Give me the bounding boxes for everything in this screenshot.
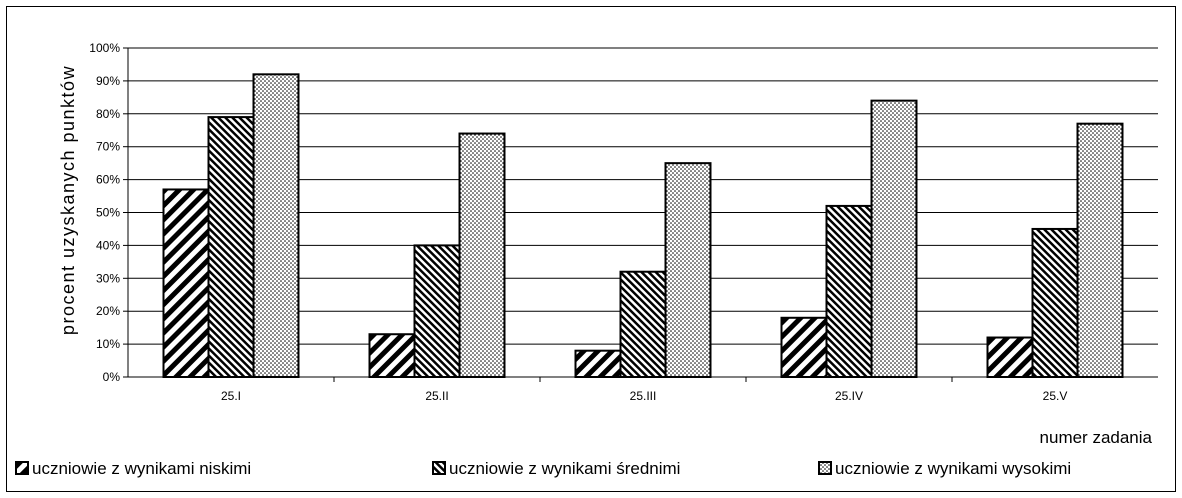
x-tick-label: 25.V [1043, 389, 1068, 403]
legend: uczniowie z wynikami niskimi uczniowie z … [15, 459, 1071, 478]
y-tick-label: 0% [103, 370, 121, 384]
y-tick-label: 50% [96, 206, 120, 220]
legend-label: uczniowie z wynikami wysokimi [835, 459, 1071, 478]
legend-label: uczniowie z wynikami niskimi [32, 459, 251, 478]
y-axis-label: procent uzyskanych punktów [58, 65, 78, 335]
y-tick-label: 80% [96, 107, 120, 121]
bars [162, 73, 1124, 379]
bar [413, 244, 461, 378]
bar [870, 99, 918, 378]
legend-swatch [15, 461, 29, 475]
y-tick-label: 60% [96, 173, 120, 187]
y-tick-label: 100% [89, 41, 120, 55]
chart-frame: 0% 10% 20% 30% 40% 50% 60% 70% 80% 90% 100% 25.I 25… [6, 6, 1176, 492]
y-tick-labels: 0% 10% 20% 30% 40% 50% 60% 70% 80% 90% 100% [89, 41, 120, 384]
legend-swatch [432, 461, 446, 475]
x-tick-label: 25.II [425, 389, 448, 403]
x-tick-label: 25.IV [835, 389, 863, 403]
y-tick-label: 90% [96, 74, 120, 88]
legend-label: uczniowie z wynikami średnimi [449, 459, 680, 478]
bar [162, 188, 210, 378]
legend-item: uczniowie z wynikami średnimi [432, 459, 680, 478]
legend-swatch [818, 461, 832, 475]
y-tick-label: 40% [96, 238, 120, 252]
y-tick-label: 10% [96, 337, 120, 351]
bar-chart: 0%10%20%30%40%50%60%70%80%90%100% 25.I 25… [6, 6, 1176, 492]
bar [574, 349, 622, 378]
x-tick-labels: 25.I 25.II 25.III 25.IV 25.V [221, 389, 1067, 403]
bar [1076, 122, 1124, 378]
y-tick-label: 30% [96, 271, 120, 285]
legend-item: uczniowie z wynikami niskimi [15, 459, 251, 478]
bar [207, 116, 255, 378]
gridlines [128, 47, 1158, 345]
bar [986, 336, 1034, 378]
bar [619, 270, 667, 378]
y-tick-label: 70% [96, 140, 120, 154]
bar [368, 333, 416, 379]
bar [825, 204, 873, 378]
bar [1031, 227, 1079, 378]
y-tick-label: 20% [96, 304, 120, 318]
x-axis-label: numer zadania [1040, 428, 1153, 447]
x-tick-label: 25.I [221, 389, 241, 403]
legend-item: uczniowie z wynikami wysokimi [818, 459, 1071, 478]
bar [458, 132, 506, 379]
bar [252, 73, 300, 378]
x-tick-label: 25.III [630, 389, 657, 403]
bar [780, 316, 828, 378]
bar [664, 162, 712, 378]
